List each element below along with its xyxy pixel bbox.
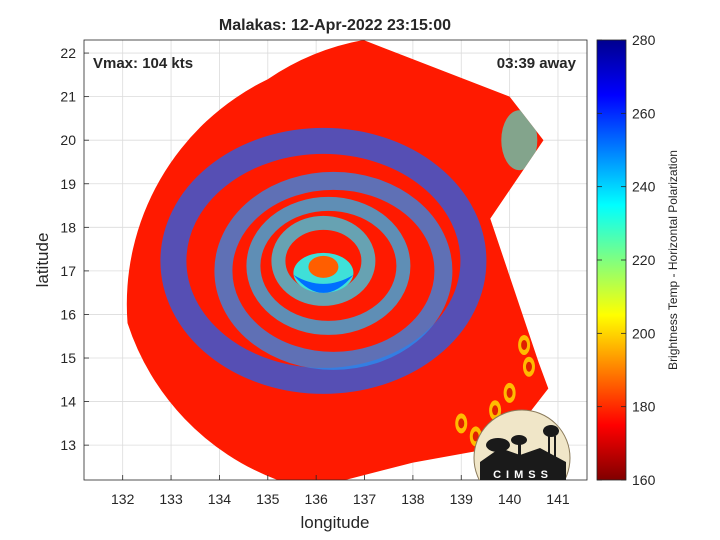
- y-tick-label: 14: [60, 394, 76, 410]
- x-tick-label: 132: [111, 491, 135, 507]
- colorbar-tick-label: 160: [632, 472, 656, 488]
- y-tick-label: 16: [60, 306, 76, 322]
- colorbar-tick-label: 260: [632, 105, 656, 121]
- y-axis-ticks: 13 14 15 16 17 18 19 20 21 22: [60, 45, 89, 453]
- y-tick-label: 20: [60, 132, 76, 148]
- rainband: [246, 196, 411, 335]
- rainband: [271, 215, 376, 306]
- cimss-logo: CIMSS: [473, 409, 571, 481]
- y-tick-label: 17: [60, 263, 76, 279]
- y-tick-label: 22: [60, 45, 76, 61]
- northeast-band: [501, 110, 538, 171]
- x-tick-label: 137: [353, 491, 377, 507]
- y-tick-label: 19: [60, 176, 76, 192]
- colorbar-ticks: 160 180 200 220 240 260 280: [597, 32, 656, 488]
- time-away-annotation: 03:39 away: [497, 55, 577, 72]
- y-axis-label: latitude: [33, 233, 52, 288]
- colorbar-tick-label: 200: [632, 325, 656, 341]
- y-tick-label: 13: [60, 437, 76, 453]
- x-tick-label: 136: [304, 491, 328, 507]
- cimss-logo-text: CIMSS: [493, 469, 553, 481]
- x-tick-label: 134: [208, 491, 232, 507]
- axes-box: [83, 39, 588, 481]
- x-tick-label: 140: [498, 491, 522, 507]
- x-tick-label: 141: [546, 491, 570, 507]
- x-tick-label: 133: [159, 491, 183, 507]
- colorbar-tick-label: 180: [632, 399, 656, 415]
- convective-core: [525, 361, 532, 372]
- convective-core: [458, 418, 465, 429]
- x-tick-label: 135: [256, 491, 280, 507]
- colorbar-label: Brightness Temp - Horizontal Polarizatio…: [666, 150, 680, 370]
- y-tick-label: 15: [60, 350, 76, 366]
- colorbar: 160 180 200 220 240 260 280 Brightness Temp - …: [596, 32, 680, 488]
- x-axis-ticks: 132 133 134 135 136 137 138 139 140 141: [111, 475, 570, 507]
- x-tick-label: 139: [450, 491, 474, 507]
- convective-core: [472, 431, 479, 442]
- vmax-annotation: Vmax: 104 kts: [93, 55, 193, 72]
- colorbar-tick-label: 220: [632, 252, 656, 268]
- x-tick-label: 138: [401, 491, 425, 507]
- x-axis-label: longitude: [300, 513, 369, 532]
- eyewall-warm-arc: [293, 274, 354, 293]
- chart-title: Malakas: 12-Apr-2022 23:15:00: [219, 17, 451, 34]
- convective-core: [521, 339, 528, 350]
- convective-core: [506, 387, 513, 398]
- rainband: [160, 127, 487, 394]
- eye: [308, 255, 339, 278]
- colorbar-tick-label: 240: [632, 179, 656, 195]
- colorbar-tick-label: 280: [632, 32, 656, 48]
- convective-core: [492, 405, 499, 416]
- rainband: [214, 171, 453, 370]
- y-tick-label: 21: [60, 89, 76, 105]
- y-tick-label: 18: [60, 219, 76, 235]
